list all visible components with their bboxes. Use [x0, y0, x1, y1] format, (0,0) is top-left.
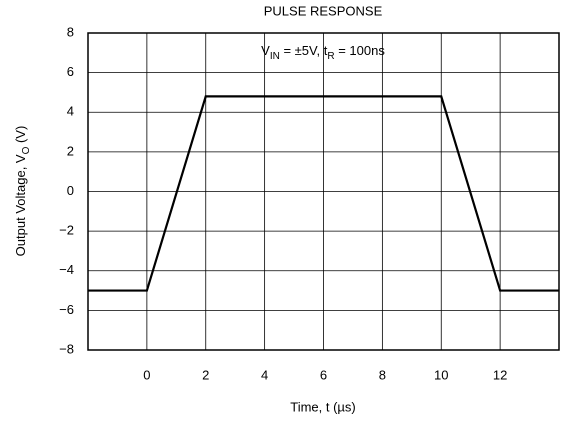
annotation-part: = 100ns [335, 43, 386, 58]
y-label-part: (V) [13, 126, 28, 147]
x-tick-label: 0 [143, 367, 150, 382]
x-tick-label: 10 [434, 367, 448, 382]
annotation-sub: R [327, 51, 334, 62]
y-tick-label: 4 [67, 104, 74, 119]
line [88, 95, 559, 292]
x-axis-label: Time, t (µs) [290, 399, 356, 414]
y-axis-label: Output Voltage, VO (V) [13, 126, 31, 257]
x-tick-label: 6 [320, 367, 327, 382]
y-tick-label: −6 [59, 302, 74, 317]
y-tick-label: 8 [67, 24, 74, 39]
x-tick-label: 4 [261, 367, 268, 382]
y-label-part: Output Voltage, V [13, 154, 28, 256]
plot-frame [87, 32, 560, 351]
annotation-sub: IN [270, 51, 280, 62]
x-tick-label: 2 [202, 367, 209, 382]
y-label-sub: O [21, 146, 32, 154]
y-tick-label: −4 [59, 262, 74, 277]
y-tick-label: −8 [59, 341, 74, 356]
y-tick-label: 0 [67, 183, 74, 198]
chart-title: PULSE RESPONSE [264, 3, 383, 18]
y-tick-label: −2 [59, 223, 74, 238]
annotation-part: = ±5V, t [280, 43, 328, 58]
x-tick-label: 12 [493, 367, 507, 382]
y-tick-label: 6 [67, 64, 74, 79]
annotation-part: V [261, 43, 270, 58]
x-tick-label: 8 [379, 367, 386, 382]
y-tick-label: 2 [67, 143, 74, 158]
annotation: VIN = ±5V, tR = 100ns [261, 43, 385, 61]
